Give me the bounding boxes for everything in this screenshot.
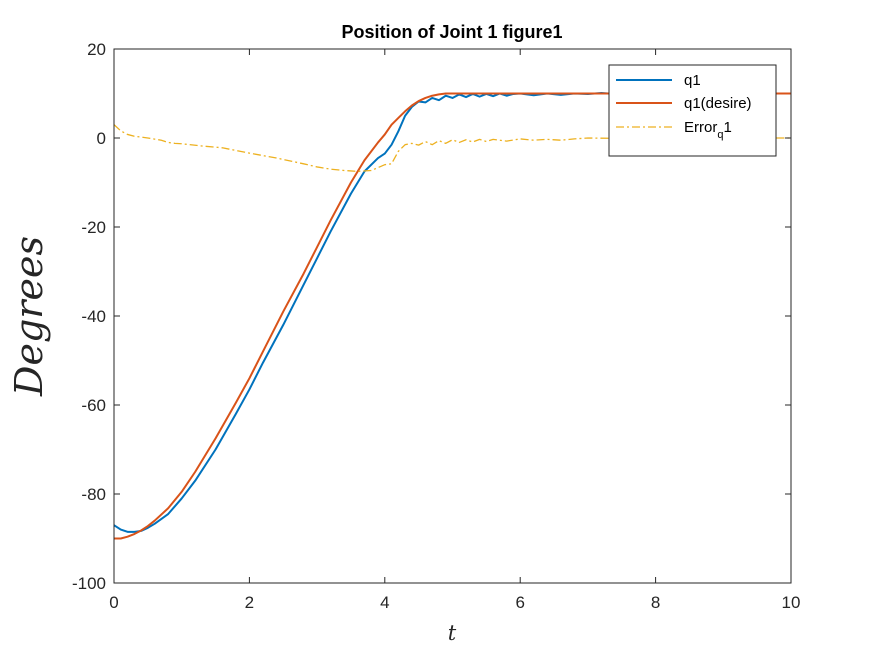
y-tick-label: -40	[81, 307, 106, 326]
x-axis-label: t	[448, 621, 457, 645]
x-tick-label: 6	[515, 593, 524, 612]
series-layer	[113, 92, 791, 540]
x-tick-label: 8	[651, 593, 660, 612]
y-tick-label: -20	[81, 218, 106, 237]
y-tick-label: 20	[87, 40, 106, 59]
x-tick-label: 10	[782, 593, 801, 612]
axes-layer: 0 2 4 6 8 10 -100 -80 -60 -40 -20 0 20	[72, 40, 800, 612]
x-tick-label: 2	[245, 593, 254, 612]
series-line-error-q1	[113, 124, 791, 173]
legend-label: q1	[684, 72, 701, 89]
y-tick-label: 0	[97, 129, 106, 148]
y-axis-label: Degrees	[7, 236, 51, 397]
legend-label: q1(desire)	[684, 95, 752, 112]
x-tick-label: 0	[109, 593, 118, 612]
y-tick-label: -100	[72, 574, 106, 593]
series-line-q1-desire-	[114, 92, 791, 540]
y-tick-label: -60	[81, 396, 106, 415]
y-tick-label: -80	[81, 485, 106, 504]
chart-title: Position of Joint 1 figure1	[341, 22, 562, 42]
x-tick-label: 4	[380, 593, 389, 612]
